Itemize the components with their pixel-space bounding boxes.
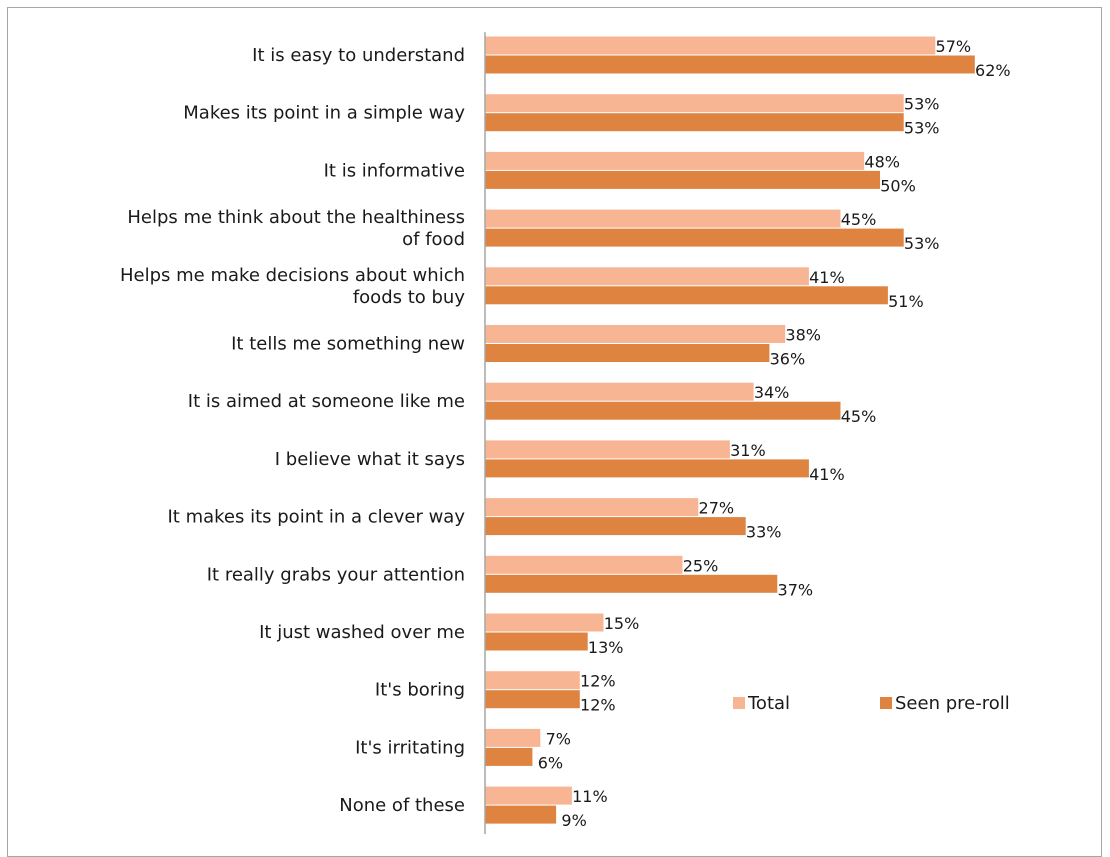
bar-seen-pre-roll bbox=[485, 517, 746, 536]
legend: Total Seen pre-roll bbox=[733, 693, 1010, 714]
value-label-seen-pre-roll: 62% bbox=[975, 61, 1011, 80]
bar-seen-pre-roll bbox=[485, 632, 588, 651]
bar-total bbox=[485, 498, 699, 517]
bar-seen-pre-roll bbox=[485, 574, 778, 593]
category-label: None of these bbox=[339, 795, 465, 816]
value-label-seen-pre-roll: 51% bbox=[888, 292, 924, 311]
bar-seen-pre-roll bbox=[485, 286, 888, 305]
category-label: It's boring bbox=[375, 680, 465, 701]
bar-seen-pre-roll bbox=[485, 690, 580, 709]
value-label-seen-pre-roll: 6% bbox=[538, 753, 563, 772]
category-label: Helps me make decisions about which foods… bbox=[120, 265, 465, 308]
bar-total bbox=[485, 267, 809, 286]
category-label: It's irritating bbox=[355, 737, 465, 758]
bar-total bbox=[485, 671, 580, 690]
value-label-total: 25% bbox=[683, 556, 719, 575]
bar-total bbox=[485, 613, 604, 632]
value-label-total: 7% bbox=[546, 729, 571, 748]
legend-label: Seen pre-roll bbox=[895, 693, 1010, 714]
value-label-total: 38% bbox=[785, 326, 821, 345]
value-label-total: 27% bbox=[699, 499, 735, 518]
value-label-seen-pre-roll: 53% bbox=[904, 234, 940, 253]
bar-total bbox=[485, 151, 865, 170]
value-label-seen-pre-roll: 9% bbox=[561, 811, 586, 830]
bars-layer bbox=[485, 36, 975, 824]
bar-seen-pre-roll bbox=[485, 170, 880, 189]
value-label-seen-pre-roll: 36% bbox=[770, 350, 806, 369]
value-label-total: 31% bbox=[730, 441, 766, 460]
legend-swatch bbox=[880, 697, 892, 709]
bar-total bbox=[485, 36, 936, 55]
bar-seen-pre-roll bbox=[485, 401, 841, 420]
bar-seen-pre-roll bbox=[485, 344, 770, 362]
category-label: Makes its point in a simple way bbox=[183, 103, 465, 124]
value-label-seen-pre-roll: 53% bbox=[904, 119, 940, 138]
bar-seen-pre-roll bbox=[485, 459, 809, 478]
category-label: It tells me something new bbox=[231, 334, 465, 355]
category-label: It makes its point in a clever way bbox=[167, 507, 465, 528]
bar-chart: It is easy to understand 57%62% Makes its … bbox=[120, 32, 1011, 834]
bar-total bbox=[485, 325, 786, 343]
category-label: It is aimed at someone like me bbox=[188, 391, 465, 412]
value-label-seen-pre-roll: 50% bbox=[880, 176, 916, 195]
bar-total bbox=[485, 94, 904, 113]
value-label-seen-pre-roll: 37% bbox=[778, 580, 814, 599]
value-label-total: 11% bbox=[572, 787, 608, 806]
bar-total bbox=[485, 382, 754, 401]
value-label-total: 53% bbox=[904, 95, 940, 114]
value-label-total: 12% bbox=[580, 672, 616, 691]
value-label-seen-pre-roll: 45% bbox=[841, 407, 877, 426]
category-label: Helps me think about the healthiness of f… bbox=[127, 207, 465, 250]
bar-seen-pre-roll bbox=[485, 747, 533, 766]
bar-total bbox=[485, 440, 730, 459]
bar-total bbox=[485, 728, 541, 747]
value-label-total: 34% bbox=[754, 383, 790, 402]
bar-seen-pre-roll bbox=[485, 113, 904, 132]
chart-frame bbox=[7, 7, 1102, 857]
bar-total bbox=[485, 555, 683, 574]
value-label-total: 15% bbox=[604, 614, 640, 633]
category-label: I believe what it says bbox=[275, 449, 465, 470]
value-label-total: 41% bbox=[809, 268, 845, 287]
value-label-seen-pre-roll: 13% bbox=[588, 638, 624, 657]
labels-layer: It is easy to understand 57%62% Makes its … bbox=[120, 37, 1011, 830]
bar-total bbox=[485, 786, 572, 805]
value-label-seen-pre-roll: 41% bbox=[809, 465, 845, 484]
value-label-total: 45% bbox=[841, 210, 877, 229]
category-label: It is easy to understand bbox=[252, 45, 465, 66]
bar-total bbox=[485, 209, 841, 228]
category-label: It is informative bbox=[324, 160, 465, 181]
value-label-total: 48% bbox=[864, 152, 900, 171]
value-label-seen-pre-roll: 33% bbox=[746, 523, 782, 542]
bar-seen-pre-roll bbox=[485, 228, 904, 247]
bar-seen-pre-roll bbox=[485, 805, 557, 824]
category-label: It really grabs your attention bbox=[207, 564, 465, 585]
value-label-seen-pre-roll: 12% bbox=[580, 696, 616, 715]
value-label-total: 57% bbox=[936, 37, 972, 56]
legend-label: Total bbox=[747, 693, 790, 714]
legend-swatch bbox=[733, 697, 745, 709]
bar-seen-pre-roll bbox=[485, 55, 975, 74]
category-label: It just washed over me bbox=[259, 622, 465, 643]
